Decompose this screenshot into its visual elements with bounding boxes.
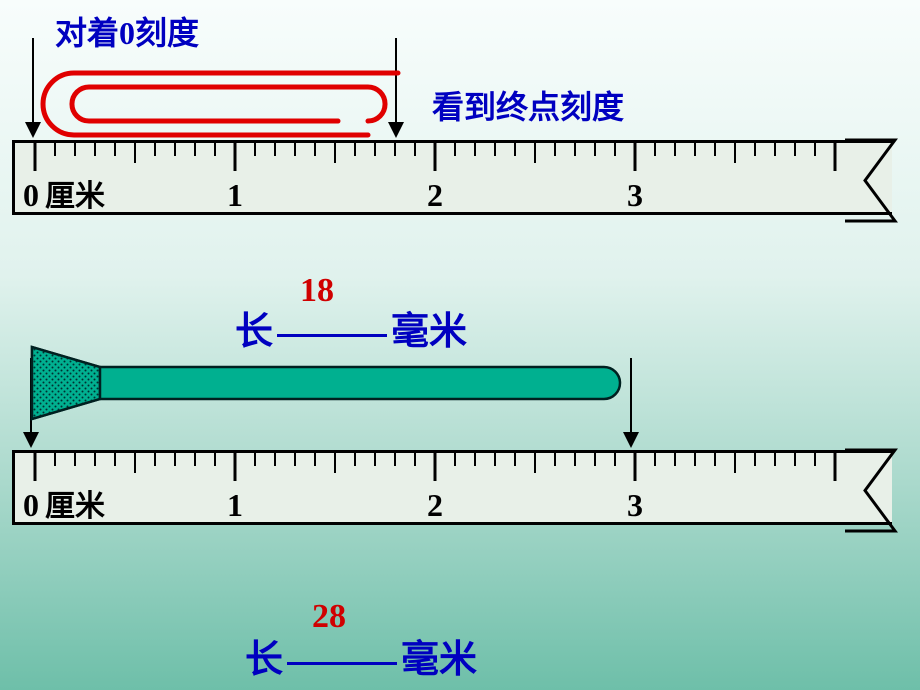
paperclip-shape <box>38 68 408 140</box>
svg-text:3: 3 <box>627 177 643 213</box>
svg-text:2: 2 <box>427 177 443 213</box>
align-zero-label: 对着0刻度 <box>55 8 199 54</box>
length-word-2: 长 <box>245 639 283 681</box>
ruler-2-ticks: 0 1 2 3 厘米 <box>15 453 895 528</box>
ruler-1: 0 1 2 3 厘米 <box>12 140 892 215</box>
svg-text:0: 0 <box>23 487 39 523</box>
answer-1-value: 18 <box>300 272 334 310</box>
arrow-start-1 <box>32 38 34 136</box>
ruler-1-ticks: 0 1 2 3 厘米 <box>15 143 895 218</box>
svg-text:2: 2 <box>427 487 443 523</box>
length-line-1 <box>277 334 387 337</box>
length-label-2: 长 毫米 <box>245 628 477 683</box>
svg-text:厘米: 厘米 <box>45 490 105 523</box>
svg-text:3: 3 <box>627 487 643 523</box>
svg-text:厘米: 厘米 <box>45 180 105 213</box>
svg-text:0: 0 <box>23 177 39 213</box>
see-end-label: 看到终点刻度 <box>432 82 624 128</box>
svg-text:1: 1 <box>227 487 243 523</box>
svg-text:1: 1 <box>227 177 243 213</box>
nail-shape <box>30 345 640 421</box>
ruler-2: 0 1 2 3 厘米 <box>12 450 892 525</box>
length-line-2 <box>287 662 397 665</box>
mm-word-2: 毫米 <box>401 639 477 681</box>
answer-2-value: 28 <box>312 598 346 636</box>
